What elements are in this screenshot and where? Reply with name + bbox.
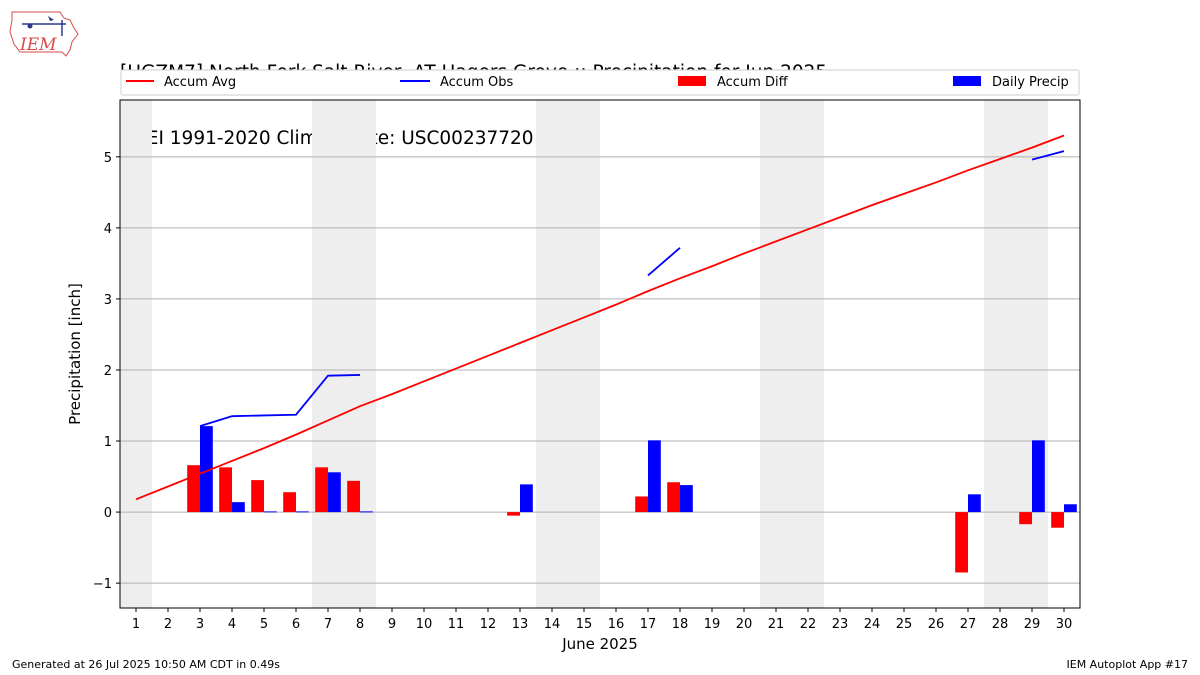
diff-bar-day-3 (187, 465, 200, 513)
diff-bar-day-17 (635, 496, 648, 513)
iem-logo: IEM (8, 6, 80, 60)
accum-obs-line-segment-1 (647, 247, 681, 277)
diff-bar-day-18 (667, 482, 680, 513)
x-tick-label-24: 24 (864, 617, 881, 632)
daily-bar-day-4 (232, 502, 245, 513)
daily-bar-day-30 (1064, 504, 1077, 513)
weekend-band-day-15 (568, 100, 600, 608)
accum-obs-line-segment-0 (199, 374, 361, 427)
accum-avg-line-segment-0 (135, 134, 1065, 501)
diff-bar-day-30 (1051, 512, 1064, 528)
legend-swatch-daily (953, 76, 981, 86)
x-tick-label-27: 27 (960, 617, 977, 632)
daily-bar-day-18 (680, 485, 693, 513)
diff-bar-day-6 (283, 492, 296, 513)
x-ticks: 1 2 3 4 5 6 7 8 9 10 11 12 13 14 15 16 17 18 19 20 21 22 23 24 2… (132, 608, 1072, 632)
weekend-band-day-8 (344, 100, 376, 608)
legend-label-daily: Daily Precip (992, 75, 1069, 90)
x-tick-label-18: 18 (672, 617, 689, 632)
x-tick-label-10: 10 (416, 617, 433, 632)
x-tick-label-17: 17 (640, 617, 657, 632)
diff-bar-day-29 (1019, 512, 1032, 525)
weekend-bands (120, 100, 1048, 608)
diff-bar-day-8 (347, 480, 360, 513)
x-tick-label-1: 1 (132, 617, 140, 632)
daily-bar-day-13 (520, 484, 533, 513)
generated-note: Generated at 26 Jul 2025 10:50 AM CDT in… (12, 658, 280, 671)
logo-text: IEM (19, 35, 57, 55)
daily-bar-day-27 (968, 494, 981, 513)
bars (187, 426, 1077, 573)
diff-bar-day-13 (507, 512, 520, 516)
y-tick-label-6: 5 (104, 151, 112, 166)
series-lines (135, 134, 1065, 501)
x-tick-label-16: 16 (608, 617, 625, 632)
x-tick-label-11: 11 (448, 617, 465, 632)
y-axis-label: Precipitation [inch] (66, 283, 84, 425)
x-tick-label-2: 2 (164, 617, 172, 632)
x-tick-label-28: 28 (992, 617, 1009, 632)
x-tick-label-5: 5 (260, 617, 268, 632)
x-tick-label-12: 12 (480, 617, 497, 632)
x-tick-label-23: 23 (832, 617, 849, 632)
x-tick-label-6: 6 (292, 617, 300, 632)
x-tick-label-29: 29 (1024, 617, 1041, 632)
daily-bar-day-7 (328, 472, 341, 513)
legend: Accum Avg Accum Obs Accum Diff Daily Pre… (120, 69, 1080, 96)
x-tick-label-20: 20 (736, 617, 753, 632)
x-tick-label-9: 9 (388, 617, 396, 632)
legend-swatch-diff (678, 76, 706, 86)
app-credit: IEM Autoplot App #17 (1066, 658, 1189, 671)
weekend-band-day-28 (984, 100, 1016, 608)
y-tick-label-0: −1 (93, 577, 112, 592)
y-tick-label-5: 4 (104, 222, 112, 237)
x-tick-label-4: 4 (228, 617, 236, 632)
x-tick-label-15: 15 (576, 617, 593, 632)
legend-label-obs: Accum Obs (440, 75, 513, 90)
diff-bar-day-7 (315, 467, 328, 513)
diff-bar-day-4 (219, 467, 232, 513)
legend-label-diff: Accum Diff (717, 75, 789, 90)
daily-bar-day-29 (1032, 440, 1045, 513)
x-axis-label: June 2025 (561, 635, 638, 653)
weekend-band-day-1 (120, 100, 152, 608)
x-tick-label-21: 21 (768, 617, 785, 632)
x-tick-label-25: 25 (896, 617, 913, 632)
diff-bar-day-5 (251, 480, 264, 513)
legend-label-avg: Accum Avg (164, 75, 236, 90)
weekend-band-day-22 (792, 100, 824, 608)
x-tick-label-7: 7 (324, 617, 332, 632)
x-tick-label-3: 3 (196, 617, 204, 632)
x-tick-label-8: 8 (356, 617, 364, 632)
weekend-band-day-29 (1016, 100, 1048, 608)
grid-lines (120, 156, 1080, 584)
y-tick-label-1: 0 (104, 506, 112, 521)
daily-bar-day-8 (360, 511, 373, 513)
y-tick-label-4: 3 (104, 293, 112, 308)
weekend-band-day-14 (536, 100, 568, 608)
x-tick-label-26: 26 (928, 617, 945, 632)
x-tick-label-14: 14 (544, 617, 561, 632)
daily-bar-day-17 (648, 440, 661, 513)
diff-bar-day-27 (955, 512, 968, 573)
daily-bar-day-6 (296, 511, 309, 513)
weekend-band-day-7 (312, 100, 344, 608)
x-tick-label-13: 13 (512, 617, 529, 632)
x-tick-label-22: 22 (800, 617, 817, 632)
x-tick-label-30: 30 (1056, 617, 1073, 632)
y-tick-label-3: 2 (104, 364, 112, 379)
y-ticks: −1 0 1 2 3 4 5 (93, 151, 120, 592)
daily-bar-day-3 (200, 426, 213, 513)
accum-obs-line-segment-2 (1031, 150, 1065, 161)
weekend-band-day-21 (760, 100, 792, 608)
plot-frame (119, 99, 1081, 609)
x-tick-label-19: 19 (704, 617, 721, 632)
daily-bar-day-5 (264, 511, 277, 513)
y-tick-label-2: 1 (104, 435, 112, 450)
